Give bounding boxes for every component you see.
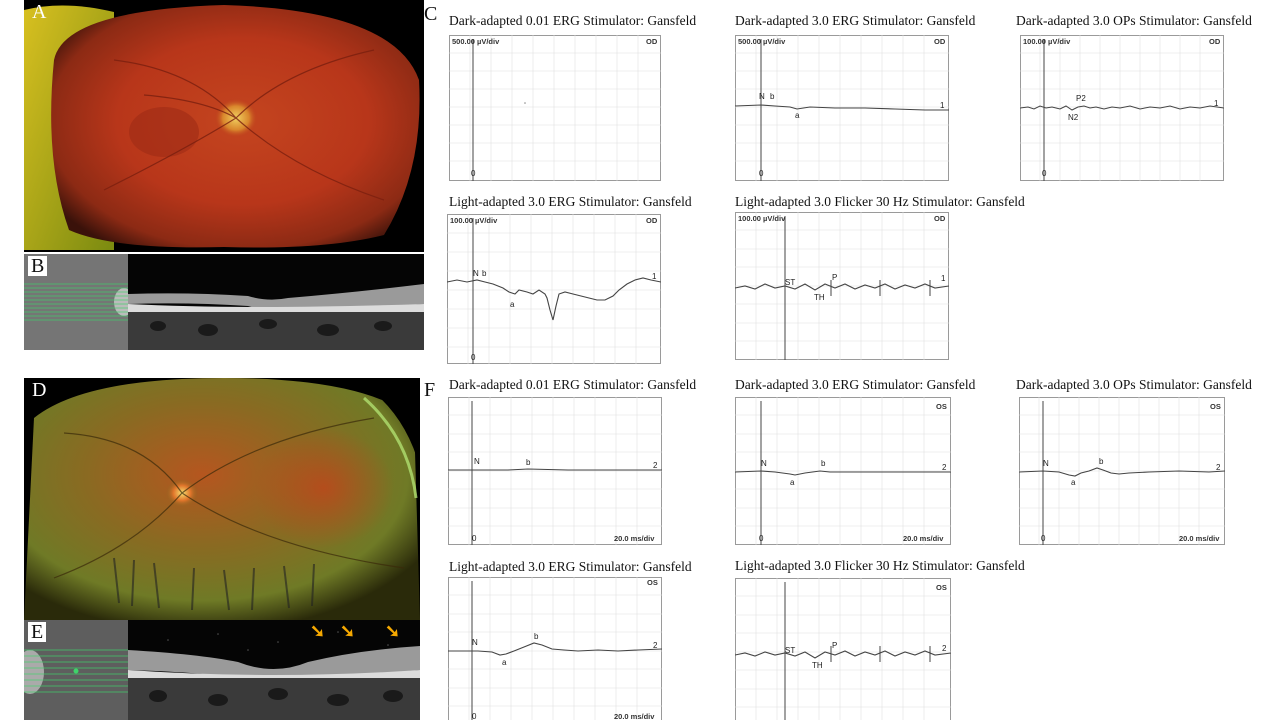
oct-infrared-thumbnail-od (24, 254, 128, 350)
erg-plot-os-flicker: OS ST TH P 2 (735, 578, 951, 720)
oct-bscan-os (128, 620, 420, 720)
erg-title-od-da30: Dark-adapted 3.0 ERG Stimulator: Gansfel… (735, 13, 976, 28)
erg-scale-label: 100.00 µV/div (738, 214, 786, 223)
erg-marker-p: P (832, 641, 837, 650)
erg-marker-b: b (770, 92, 775, 101)
erg-eye-label: OD (646, 37, 658, 46)
erg-eye-label: OD (646, 216, 658, 225)
arrow-icon: ➘ (310, 621, 326, 641)
erg-eye-label: OS (1210, 402, 1221, 411)
erg-scale-label: 500.00 µV/div (738, 37, 786, 46)
oct-scan-od (24, 254, 424, 350)
erg-trace-label: 2 (653, 461, 658, 470)
erg-marker-b: b (1099, 457, 1104, 466)
panel-label-b: B (28, 256, 48, 276)
erg-plot-os-da001: N b 2 0 20.0 ms/div (448, 397, 662, 545)
erg-marker-p: P (832, 273, 837, 282)
erg-zero-label: 0 (471, 169, 476, 178)
erg-time-scale: 20.0 ms/div (903, 534, 944, 543)
erg-marker-b: b (821, 459, 826, 468)
erg-trace-label: 1 (1214, 99, 1219, 108)
erg-plot-os-la30: OS N b a 2 0 20.0 ms/div (448, 577, 662, 720)
erg-scale-label: 100.00 µV/div (1023, 37, 1071, 46)
erg-marker-a: a (795, 111, 800, 120)
erg-marker-a: a (790, 478, 795, 487)
erg-marker-st: ST (785, 278, 795, 287)
erg-trace-label: 2 (1216, 463, 1221, 472)
erg-marker-b: b (534, 632, 539, 641)
erg-title-os-flicker: Light-adapted 3.0 Flicker 30 Hz Stimulat… (735, 558, 1025, 573)
erg-marker-b: b (482, 269, 487, 278)
erg-marker-b: b (526, 458, 531, 467)
erg-title-od-da001: Dark-adapted 0.01 ERG Stimulator: Gansfe… (449, 13, 697, 28)
erg-title-os-daops: Dark-adapted 3.0 OPs Stimulator: Gansfel… (1016, 377, 1252, 392)
erg-title-os-la30: Light-adapted 3.0 ERG Stimulator: Gansfe… (449, 559, 692, 574)
fundus-image-od (24, 0, 424, 252)
erg-scale-label: 500.00 µV/div (452, 37, 500, 46)
erg-time-scale: 20.0 ms/div (614, 534, 655, 543)
erg-marker-n: N (473, 269, 479, 278)
erg-marker-n: N (759, 92, 765, 101)
erg-marker-th: TH (812, 661, 823, 670)
erg-plot-od-la30: 100.00 µV/div OD N b a 1 0 (447, 214, 661, 364)
erg-title-os-da001: Dark-adapted 0.01 ERG Stimulator: Gansfe… (449, 377, 697, 392)
fundus-image-os (24, 378, 420, 620)
erg-time-scale: 20.0 ms/div (614, 712, 655, 720)
erg-plot-os-daops: OS N b a 2 0 20.0 ms/div (1019, 397, 1225, 545)
oct-scan-os (24, 620, 420, 720)
erg-marker-st: ST (785, 646, 795, 655)
erg-eye-label: OS (936, 402, 947, 411)
erg-plot-od-da30: 500.00 µV/div OD N b a 1 0 (735, 35, 949, 181)
arrow-icon: ➘ (340, 621, 356, 641)
erg-marker-n: N (474, 457, 480, 466)
erg-title-od-daops: Dark-adapted 3.0 OPs Stimulator: Gansfel… (1016, 13, 1252, 28)
panel-label-d: D (32, 379, 47, 401)
erg-marker-p2: P2 (1076, 94, 1086, 103)
erg-plot-od-daops: 100.00 µV/div OD P2 N2 1 0 (1020, 35, 1224, 181)
panel-label-f: F (424, 379, 436, 401)
erg-plot-od-da001: 500.00 µV/div OD 0 (449, 35, 661, 181)
erg-zero-label: 0 (472, 534, 477, 543)
erg-marker-n: N (472, 638, 478, 647)
erg-title-os-da30: Dark-adapted 3.0 ERG Stimulator: Gansfel… (735, 377, 976, 392)
erg-marker-a: a (502, 658, 507, 667)
erg-eye-label: OS (936, 583, 947, 592)
erg-trace-label: 2 (942, 644, 947, 653)
erg-trace-label: 1 (941, 274, 946, 283)
erg-scale-label: 100.00 µV/div (450, 216, 498, 225)
erg-zero-label: 0 (759, 169, 764, 178)
erg-trace-label: 2 (942, 463, 947, 472)
panel-label-c: C (424, 3, 438, 25)
erg-marker-n: N (1043, 459, 1049, 468)
erg-eye-label: OS (647, 578, 658, 587)
oct-bscan-od (128, 254, 424, 350)
erg-zero-label: 0 (759, 534, 764, 543)
erg-marker-a: a (510, 300, 515, 309)
erg-plot-od-flicker: 100.00 µV/div OD ST TH P 1 (735, 212, 949, 360)
arrow-icon: ➘ (385, 621, 401, 641)
erg-eye-label: OD (934, 37, 946, 46)
erg-trace-label: 1 (940, 101, 945, 110)
erg-plot-os-da30: OS N b a 2 0 20.0 ms/div (735, 397, 951, 545)
panel-label-a: A (32, 1, 47, 23)
erg-title-od-flicker: Light-adapted 3.0 Flicker 30 Hz Stimulat… (735, 194, 1025, 209)
erg-eye-label: OD (934, 214, 946, 223)
panel-label-e: E (28, 622, 47, 642)
erg-marker-th: TH (814, 293, 825, 302)
erg-marker-n2: N2 (1068, 113, 1079, 122)
erg-time-scale: 20.0 ms/div (1179, 534, 1220, 543)
erg-zero-label: 0 (472, 712, 477, 720)
erg-zero-label: 0 (1041, 534, 1046, 543)
erg-marker-n: N (761, 459, 767, 468)
erg-zero-label: 0 (1042, 169, 1047, 178)
erg-eye-label: OD (1209, 37, 1221, 46)
erg-zero-label: 0 (471, 353, 476, 362)
erg-trace-label: 1 (652, 272, 657, 281)
erg-trace-label: 2 (653, 641, 658, 650)
erg-title-od-la30: Light-adapted 3.0 ERG Stimulator: Gansfe… (449, 194, 692, 209)
erg-marker-a: a (1071, 478, 1076, 487)
